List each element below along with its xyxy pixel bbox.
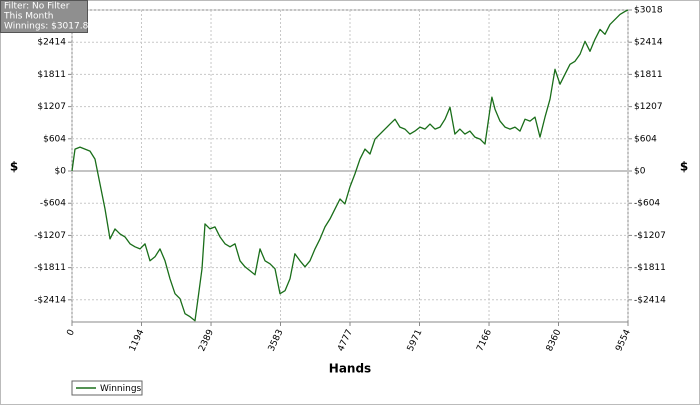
y2-tick-label: -$1207 [634,231,666,241]
y2-tick-label: $1207 [634,102,663,112]
legend-box [71,380,143,396]
y2-tick-label: -$604 [634,199,660,209]
y-tick-label: $1207 [37,102,66,112]
y-axis-title: $ [10,160,18,174]
x-axis-title: Hands [329,362,371,376]
y-tick-label: $0 [55,167,67,177]
y2-tick-label: -$2414 [634,295,666,305]
x-tick-label: 0 [65,328,77,338]
y-tick-label: -$1207 [34,231,66,241]
y-tick-label: $1811 [37,70,66,80]
info-winnings: Winnings: $3017.83 [4,22,94,32]
y2-axis-title: $ [680,160,688,174]
y2-tick-label: $604 [634,134,657,144]
y-tick-label: -$2414 [34,295,66,305]
series-line [71,9,629,322]
y2-tick-label: $0 [634,167,646,177]
y-tick-label: $2414 [37,38,66,48]
legend-label: Winnings [100,384,142,394]
info-box-bg [0,0,88,33]
y2-tick-label: $3018 [634,6,663,16]
y-tick-label: -$1811 [34,263,66,273]
y-tick-label: -$604 [40,199,66,209]
y2-tick-label: $1811 [634,70,663,80]
info-filter: Filter: No Filter [4,2,70,12]
y2-tick-label: $2414 [634,38,663,48]
info-period: This Month [3,12,53,22]
y-tick-label: $604 [43,134,66,144]
y2-tick-label: -$1811 [634,263,666,273]
legend: Winnings [71,380,143,396]
info-box: Filter: No Filter This Month Winnings: $… [0,0,94,33]
